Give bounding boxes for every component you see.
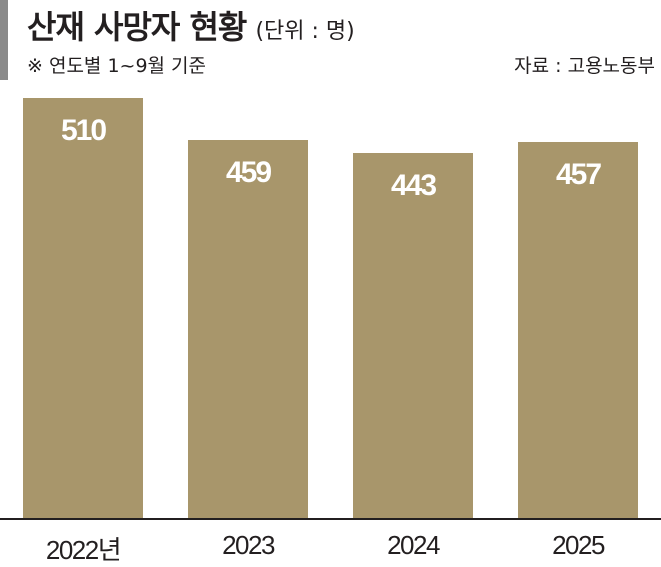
chart-source: 자료 : 고용노동부 bbox=[514, 55, 655, 77]
bar-2024: 443 bbox=[353, 153, 473, 518]
chart-unit: (단위 : 명) bbox=[255, 19, 355, 44]
bar-value-label: 457 bbox=[555, 158, 602, 191]
x-tick-label: 2023 bbox=[222, 530, 275, 560]
x-tick-label: 2024 bbox=[387, 530, 440, 560]
bar-2025: 457 bbox=[518, 142, 638, 518]
chart-title-text: 산재 사망자 현황 bbox=[27, 8, 247, 46]
chart-title: 산재 사망자 현황 (단위 : 명) bbox=[27, 2, 355, 48]
bar-2023: 459 bbox=[188, 140, 308, 518]
bar-value-label: 510 bbox=[60, 114, 107, 147]
bar-value-label: 459 bbox=[225, 156, 272, 189]
x-tick-label: 2022년 bbox=[45, 535, 122, 565]
bar-2022: 510 bbox=[23, 98, 143, 518]
chart-note: ※ 연도별 1~9월 기준 bbox=[27, 55, 207, 77]
x-axis-line bbox=[0, 518, 661, 520]
title-accent-bar bbox=[0, 0, 8, 80]
bar-value-label: 443 bbox=[390, 169, 437, 202]
x-tick-label: 2025 bbox=[552, 530, 605, 560]
